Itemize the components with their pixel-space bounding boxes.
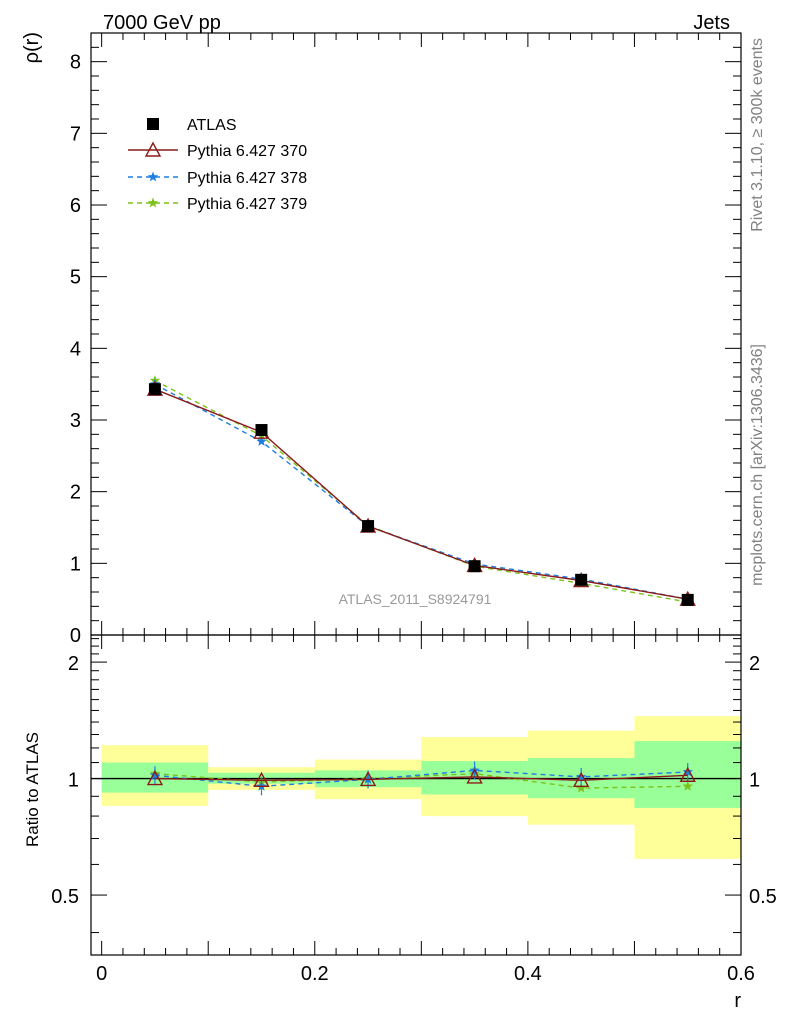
ratio-line-p378 xyxy=(154,769,688,788)
ratio-ytick-label-right: 0.5 xyxy=(749,886,777,908)
main-series-group xyxy=(146,375,696,607)
header-right: Jets xyxy=(693,12,730,34)
x-axis-label: r xyxy=(734,990,741,1012)
main-series-p370 xyxy=(146,380,696,606)
ratio-xtick-label: 0.6 xyxy=(727,963,755,985)
main-series-atlas xyxy=(148,383,694,606)
main-ytick-label: 3 xyxy=(70,410,81,432)
analysis-id: ATLAS_2011_S8924791 xyxy=(339,591,492,607)
ratio-line-p379 xyxy=(154,772,688,789)
ratio-xtick-label: 0 xyxy=(96,963,107,985)
ratio-ytick-label: 2 xyxy=(68,653,79,675)
ratio-line-p370 xyxy=(154,774,688,782)
ratio-point-p379 xyxy=(682,780,693,791)
mcplots-label: mcplots.cern.ch [arXiv:1306.3436] xyxy=(749,344,766,586)
header-left: 7000 GeV pp xyxy=(103,12,221,34)
legend-marker-atlas xyxy=(147,118,159,130)
main-line-p378 xyxy=(154,383,688,600)
ratio-ytick-label: 1 xyxy=(68,770,79,792)
main-point-atlas xyxy=(362,520,375,533)
legend-item-p370: Pythia 6.427 370 xyxy=(128,141,307,160)
ratio-point-p370 xyxy=(572,771,590,787)
main-line-p370 xyxy=(154,388,688,600)
main-point-p378 xyxy=(256,436,267,446)
main-ytick-label: 6 xyxy=(70,195,81,217)
main-line-p379 xyxy=(154,379,688,603)
ratio-xtick-label: 0.2 xyxy=(301,963,329,985)
ratio-series-p370 xyxy=(146,766,696,787)
ratio-xtick-label: 0.4 xyxy=(514,963,542,985)
ratio-point-p370 xyxy=(253,771,270,787)
main-series-p378 xyxy=(149,378,693,604)
legend-label-p379: Pythia 6.427 379 xyxy=(187,196,307,213)
main-ytick-label: 7 xyxy=(70,123,81,145)
ratio-point-p378 xyxy=(575,771,587,782)
main-ytick-label: 5 xyxy=(70,267,81,289)
ratio-panel-frame xyxy=(90,634,742,956)
legend-item-p379: Pythia 6.427 379 xyxy=(128,196,307,213)
legend-marker-p379 xyxy=(147,197,159,208)
legend: ATLAS Pythia 6.427 370 Pythia 6.427 378 Pyt… xyxy=(128,117,307,213)
ratio-point-p379 xyxy=(575,782,587,793)
legend-label-p370: Pythia 6.427 370 xyxy=(187,143,307,160)
rivet-label: Rivet 3.1.10, ≥ 300k events xyxy=(749,38,766,232)
main-point-atlas xyxy=(148,383,161,396)
ratio-axis-ticks: 0.5 0.5 1 1 2 2 0 0.2 0.4 0.6 xyxy=(51,635,777,985)
ratio-point-p370 xyxy=(359,770,377,787)
main-ytick-label: 0 xyxy=(70,625,81,647)
ratio-ytick-label: 0.5 xyxy=(51,886,79,908)
legend-label-atlas: ATLAS xyxy=(187,117,237,134)
legend-marker-p370 xyxy=(144,141,162,157)
main-axis-ticks: 0 1 2 3 4 5 6 7 8 xyxy=(70,33,742,647)
ratio-point-p370 xyxy=(466,768,483,784)
main-ytick-label: 1 xyxy=(70,553,81,575)
ratio-point-p378 xyxy=(682,766,693,777)
legend-label-p378: Pythia 6.427 378 xyxy=(187,170,307,187)
main-ylabel: ρ(r) xyxy=(21,32,43,63)
main-point-atlas xyxy=(255,424,268,437)
legend-marker-p378 xyxy=(147,171,159,182)
ratio-ytick-label-right: 2 xyxy=(749,653,760,675)
ratio-point-p370 xyxy=(146,770,164,786)
ratio-point-p370 xyxy=(679,766,696,782)
ratio-point-p378 xyxy=(149,769,161,780)
main-series-p379 xyxy=(149,375,693,607)
legend-item-atlas: ATLAS xyxy=(147,117,237,134)
main-point-atlas xyxy=(468,560,481,573)
legend-item-p378: Pythia 6.427 378 xyxy=(128,170,307,187)
main-point-atlas xyxy=(575,573,588,586)
ratio-ylabel: Ratio to ATLAS xyxy=(23,732,42,847)
main-ytick-label: 4 xyxy=(70,338,81,360)
main-ytick-label: 8 xyxy=(70,52,81,74)
ratio-ytick-label-right: 1 xyxy=(749,770,760,792)
ratio-uncertainty-bands xyxy=(101,716,741,859)
main-ytick-label: 2 xyxy=(70,482,81,504)
main-point-atlas xyxy=(681,593,694,606)
ratio-series-group xyxy=(146,761,696,796)
